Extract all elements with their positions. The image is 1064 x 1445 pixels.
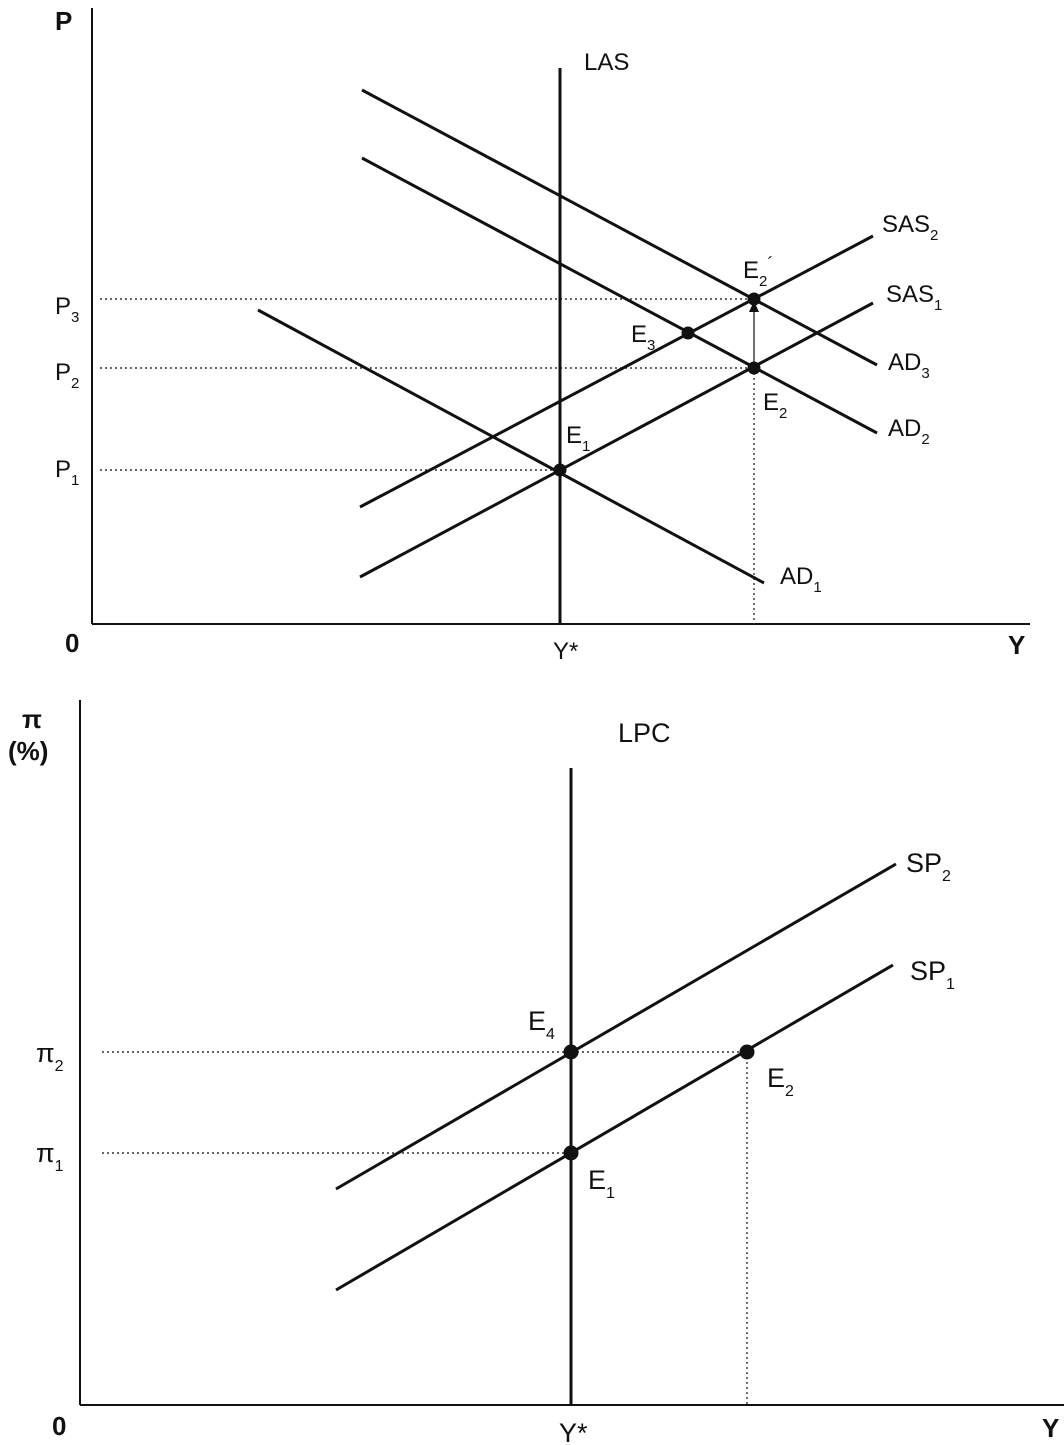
e3-label: E3 (631, 321, 655, 354)
bottom-origin-label: 0 (52, 1411, 66, 1441)
point-e1-bottom (563, 1145, 579, 1161)
sas2-label: SAS2 (882, 211, 938, 244)
ad2-curve (361, 156, 878, 435)
ystar-tick-label-bottom: Y* (559, 1418, 588, 1445)
arrowhead-icon (749, 301, 759, 312)
p3-tick-label: P3 (55, 293, 79, 326)
sas1-label: SAS1 (886, 281, 942, 314)
pi2-tick-label: π2 (36, 1038, 64, 1075)
point-e4 (563, 1044, 579, 1060)
las-label: LAS (584, 49, 629, 76)
sp2-curve (335, 862, 897, 1191)
sas1-curve (359, 301, 874, 579)
ad1-curve (257, 308, 765, 585)
point-e3 (681, 326, 695, 340)
bottom-panel-phillips: π (%) Y 0 LPC SP2 SP1 E4 E2 E1 π2 π1 Y* (8, 700, 1064, 1445)
e4-label: E4 (528, 1006, 555, 1043)
top-x-axis-title: Y (1008, 630, 1025, 660)
lpc-label: LPC (618, 718, 671, 748)
ad2-label: AD2 (888, 415, 930, 448)
pi1-tick-label: π1 (36, 1138, 64, 1175)
point-e1 (553, 463, 567, 477)
e2prime-label: E2´ (743, 254, 773, 290)
top-origin-label: 0 (65, 628, 79, 658)
p2-tick-label: P2 (55, 359, 79, 392)
ad3-label: AD3 (888, 349, 930, 382)
sp1-curve (335, 963, 894, 1292)
bottom-y-axis-title-symbol: π (22, 704, 42, 734)
ystar-tick-label-top: Y* (553, 638, 578, 665)
e2-bottom-label: E2 (767, 1063, 794, 1100)
point-e2-bottom (739, 1044, 755, 1060)
sp1-label: SP1 (910, 956, 955, 993)
ad3-curve (361, 88, 878, 367)
top-y-axis-title: P (55, 6, 72, 36)
sp2-label: SP2 (906, 848, 951, 885)
point-e2 (747, 361, 761, 375)
e1-bottom-label: E1 (588, 1165, 615, 1202)
top-panel-adas: P Y 0 LAS SAS2 SAS1 AD3 AD2 AD1 E2´ E3 E (55, 6, 1030, 665)
e2-label: E2 (763, 389, 787, 422)
ad1-label: AD1 (780, 563, 822, 596)
bottom-x-axis-title: Y (1042, 1413, 1059, 1443)
sas2-curve (359, 234, 874, 509)
point-e2prime (747, 292, 761, 306)
p1-tick-label: P1 (55, 456, 79, 489)
e1-label: E1 (566, 422, 590, 455)
bottom-y-axis-title-unit: (%) (8, 736, 48, 766)
